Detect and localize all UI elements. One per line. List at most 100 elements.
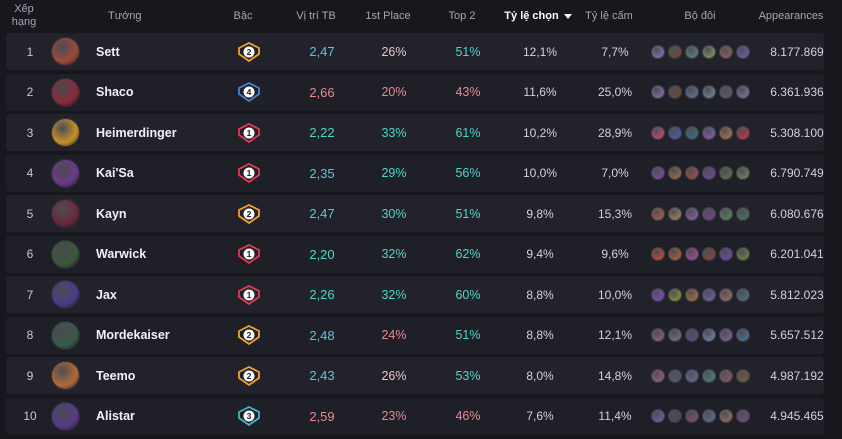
header-champion[interactable]: Tướng bbox=[108, 0, 188, 32]
header-first-place[interactable]: 1st Place bbox=[358, 0, 418, 32]
duo-champion-icon[interactable] bbox=[685, 287, 699, 302]
duo-champion-icon[interactable] bbox=[685, 85, 699, 99]
duo-champion-icon[interactable] bbox=[651, 125, 665, 140]
champion-avatar-cell[interactable] bbox=[51, 155, 81, 192]
duo-champion-icon[interactable] bbox=[702, 44, 716, 59]
duo-champion-icon[interactable] bbox=[668, 287, 682, 302]
duo-champion-icon[interactable] bbox=[651, 287, 665, 302]
duo-champion-icon[interactable] bbox=[736, 206, 750, 221]
header-avg-place[interactable]: Vị trí TB bbox=[286, 0, 346, 32]
duo-champion-icon[interactable] bbox=[736, 44, 750, 59]
champion-avatar[interactable] bbox=[51, 37, 80, 66]
champion-name[interactable]: Teemo bbox=[96, 368, 136, 383]
champion-name[interactable]: Mordekaiser bbox=[96, 328, 170, 342]
champion-avatar[interactable] bbox=[51, 199, 80, 228]
header-duo[interactable]: Bộ đôi bbox=[665, 0, 735, 32]
champion-name[interactable]: Alistar bbox=[96, 409, 135, 423]
champion-avatar-cell[interactable] bbox=[51, 236, 81, 273]
duo-champion-icon[interactable] bbox=[651, 206, 665, 221]
table-row[interactable]: 7 Jax 1 2,26 32% 60% 8,8% 10,0% 5.812.023 bbox=[6, 276, 824, 313]
duo-champion-icon[interactable] bbox=[736, 85, 750, 99]
champion-name[interactable]: Warwick bbox=[96, 247, 147, 261]
duo-champion-icon[interactable] bbox=[668, 247, 682, 261]
champion-avatar-cell[interactable] bbox=[51, 33, 81, 70]
champion-name[interactable]: Sett bbox=[96, 44, 120, 59]
duo-champion-icon[interactable] bbox=[651, 85, 665, 99]
duo-champion-icon[interactable] bbox=[702, 247, 716, 261]
champion-avatar[interactable] bbox=[51, 158, 80, 188]
duo-champion-icon[interactable] bbox=[685, 328, 699, 342]
duo-champion-icon[interactable] bbox=[719, 166, 733, 180]
duo-champion-icon[interactable] bbox=[668, 166, 682, 180]
champion-avatar-cell[interactable] bbox=[51, 276, 81, 313]
duo-champion-icon[interactable] bbox=[668, 368, 682, 383]
champion-avatar-cell[interactable] bbox=[51, 398, 81, 435]
duo-champion-icon[interactable] bbox=[702, 85, 716, 99]
table-row[interactable]: 5 Kayn 2 2,47 30% 51% 9,8% 15,3% 6.080.676 bbox=[6, 195, 824, 232]
duo-champion-icon[interactable] bbox=[685, 409, 699, 423]
champion-avatar-cell[interactable] bbox=[51, 74, 81, 111]
duo-champion-icon[interactable] bbox=[685, 166, 699, 180]
duo-champion-icon[interactable] bbox=[651, 409, 665, 423]
champion-avatar[interactable] bbox=[51, 77, 80, 107]
duo-champion-icon[interactable] bbox=[685, 368, 699, 383]
champion-avatar-cell[interactable] bbox=[51, 195, 81, 232]
duo-champion-icon[interactable] bbox=[685, 206, 699, 221]
champion-avatar[interactable] bbox=[51, 320, 80, 350]
duo-champion-icon[interactable] bbox=[736, 166, 750, 180]
duo-champion-icon[interactable] bbox=[685, 125, 699, 140]
champion-name[interactable]: Heimerdinger bbox=[96, 125, 177, 140]
duo-champion-icon[interactable] bbox=[702, 206, 716, 221]
header-rank[interactable]: Xếp hạng bbox=[0, 0, 48, 32]
header-pick-rate[interactable]: Tỷ lệ chọn bbox=[498, 0, 578, 32]
header-tier[interactable]: Bậc bbox=[220, 0, 266, 32]
header-top2[interactable]: Top 2 bbox=[432, 0, 492, 32]
duo-champion-icon[interactable] bbox=[651, 247, 665, 261]
duo-champion-icon[interactable] bbox=[651, 328, 665, 342]
champion-avatar-cell[interactable] bbox=[51, 114, 81, 151]
duo-champion-icon[interactable] bbox=[685, 44, 699, 59]
champion-avatar[interactable] bbox=[51, 280, 80, 309]
duo-champion-icon[interactable] bbox=[719, 125, 733, 140]
duo-champion-icon[interactable] bbox=[702, 166, 716, 180]
header-ban-rate[interactable]: Tỷ lệ cấm bbox=[575, 0, 643, 32]
duo-champion-icon[interactable] bbox=[736, 328, 750, 342]
duo-champion-icon[interactable] bbox=[668, 409, 682, 423]
duo-champion-icon[interactable] bbox=[668, 125, 682, 140]
duo-champion-icon[interactable] bbox=[651, 44, 665, 59]
champion-avatar[interactable] bbox=[51, 239, 80, 269]
champion-name[interactable]: Kayn bbox=[96, 206, 127, 221]
table-row[interactable]: 3 Heimerdinger 1 2,22 33% 61% 10,2% 28,9% 5.308.… bbox=[6, 114, 824, 151]
duo-champion-icon[interactable] bbox=[736, 125, 750, 140]
champion-avatar-cell[interactable] bbox=[51, 357, 81, 394]
champion-name[interactable]: Kai'Sa bbox=[96, 166, 134, 180]
duo-champion-icon[interactable] bbox=[668, 206, 682, 221]
table-row[interactable]: 4 Kai'Sa 1 2,35 29% 56% 10,0% 7,0% 6.790.749 bbox=[6, 154, 824, 192]
duo-champion-icon[interactable] bbox=[702, 409, 716, 423]
champion-avatar[interactable] bbox=[51, 118, 80, 147]
duo-champion-icon[interactable] bbox=[685, 247, 699, 261]
duo-champion-icon[interactable] bbox=[719, 44, 733, 59]
duo-champion-icon[interactable] bbox=[719, 328, 733, 342]
duo-champion-icon[interactable] bbox=[719, 206, 733, 221]
duo-champion-icon[interactable] bbox=[719, 247, 733, 261]
duo-champion-icon[interactable] bbox=[702, 125, 716, 140]
duo-champion-icon[interactable] bbox=[668, 85, 682, 99]
champion-name[interactable]: Jax bbox=[96, 287, 117, 302]
duo-champion-icon[interactable] bbox=[668, 44, 682, 59]
duo-champion-icon[interactable] bbox=[651, 368, 665, 383]
duo-champion-icon[interactable] bbox=[702, 328, 716, 342]
duo-champion-icon[interactable] bbox=[736, 368, 750, 383]
champion-name[interactable]: Shaco bbox=[96, 85, 134, 99]
table-row[interactable]: 10 Alistar 3 2,59 23% 46% 7,6% 11,4% 4.945.465 bbox=[6, 397, 824, 435]
duo-champion-icon[interactable] bbox=[719, 368, 733, 383]
table-row[interactable]: 8 Mordekaiser 2 2,48 24% 51% 8,8% 12,1% 5.657.51… bbox=[6, 316, 824, 354]
header-appearances[interactable]: Appearances bbox=[751, 0, 831, 32]
champion-avatar[interactable] bbox=[51, 401, 80, 431]
duo-champion-icon[interactable] bbox=[702, 368, 716, 383]
champion-avatar-cell[interactable] bbox=[51, 317, 81, 354]
duo-champion-icon[interactable] bbox=[736, 409, 750, 423]
duo-champion-icon[interactable] bbox=[736, 287, 750, 302]
champion-avatar[interactable] bbox=[51, 361, 80, 390]
table-row[interactable]: 1 Sett 2 2,47 26% 51% 12,1% 7,7% 8.177.869 bbox=[6, 33, 824, 70]
